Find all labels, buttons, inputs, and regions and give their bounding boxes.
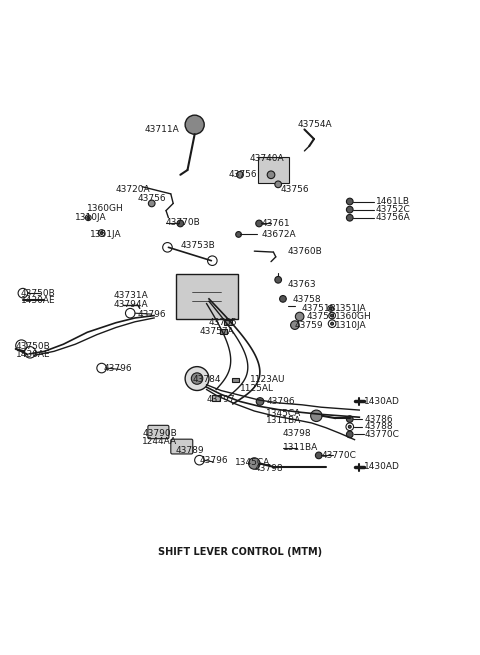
Circle shape	[280, 295, 286, 302]
Circle shape	[87, 216, 90, 219]
Text: 1360GH: 1360GH	[336, 312, 372, 321]
Bar	[225, 320, 232, 325]
Circle shape	[290, 321, 299, 329]
Circle shape	[347, 214, 353, 221]
Text: 43798: 43798	[283, 429, 312, 438]
Text: 43770C: 43770C	[364, 430, 399, 439]
Circle shape	[348, 425, 351, 428]
Text: 43794A: 43794A	[114, 300, 148, 309]
Text: 1345CA: 1345CA	[266, 409, 301, 418]
Circle shape	[295, 312, 304, 321]
Circle shape	[315, 452, 322, 458]
Bar	[258, 157, 289, 183]
Text: 1310JA: 1310JA	[75, 214, 107, 222]
Bar	[212, 395, 220, 401]
Text: 43786: 43786	[364, 415, 393, 424]
Text: 43798: 43798	[254, 464, 283, 473]
Circle shape	[192, 373, 203, 384]
Text: 43796: 43796	[137, 310, 166, 318]
Text: 1125AL: 1125AL	[240, 384, 274, 393]
Text: 1430AD: 1430AD	[364, 462, 400, 472]
Bar	[232, 378, 239, 383]
Text: 43756: 43756	[228, 170, 257, 179]
Text: 43770B: 43770B	[166, 218, 201, 227]
Text: 43770C: 43770C	[321, 451, 356, 460]
Text: 43751B: 43751B	[302, 304, 337, 313]
Text: 1311BA: 1311BA	[283, 443, 318, 452]
Circle shape	[177, 220, 184, 227]
FancyBboxPatch shape	[148, 425, 169, 439]
Circle shape	[329, 307, 332, 310]
Text: 43756: 43756	[281, 185, 309, 194]
Text: 43758: 43758	[292, 295, 321, 305]
Text: 1311BA: 1311BA	[266, 416, 301, 425]
Text: 43711A: 43711A	[144, 125, 180, 134]
Text: SHIFT LEVER CONTROL (MTM): SHIFT LEVER CONTROL (MTM)	[158, 546, 322, 557]
Circle shape	[236, 232, 241, 237]
Text: 1430AE: 1430AE	[21, 296, 55, 305]
Text: 43760B: 43760B	[288, 247, 323, 255]
Circle shape	[256, 398, 264, 405]
Circle shape	[347, 431, 353, 438]
Circle shape	[267, 171, 275, 179]
Text: 1123AU: 1123AU	[250, 375, 285, 384]
Bar	[176, 274, 238, 319]
Circle shape	[311, 410, 322, 422]
Text: 43755: 43755	[209, 318, 238, 328]
Text: 1351JA: 1351JA	[336, 304, 367, 313]
Text: 43756: 43756	[137, 194, 166, 203]
Circle shape	[237, 172, 243, 178]
Circle shape	[331, 322, 334, 325]
Text: 1430AE: 1430AE	[16, 350, 50, 359]
Text: 1351JA: 1351JA	[90, 230, 121, 239]
Circle shape	[100, 232, 103, 234]
Text: 43757A: 43757A	[199, 327, 234, 336]
Text: 43750B: 43750B	[16, 342, 50, 351]
Text: 43788: 43788	[364, 422, 393, 431]
Text: 43763: 43763	[288, 280, 316, 289]
Text: 43750B: 43750B	[21, 289, 55, 297]
Text: 43796: 43796	[104, 364, 132, 373]
Text: 43797: 43797	[206, 394, 235, 403]
Text: 43672A: 43672A	[262, 230, 296, 239]
Text: 43759: 43759	[295, 320, 324, 329]
Text: 43784: 43784	[192, 375, 221, 384]
Text: 43752C: 43752C	[376, 205, 411, 214]
Text: 43796: 43796	[199, 456, 228, 464]
Text: 1310JA: 1310JA	[336, 320, 367, 329]
FancyBboxPatch shape	[171, 439, 193, 454]
Text: 1345CA: 1345CA	[235, 458, 270, 466]
Text: 1430AD: 1430AD	[364, 397, 400, 406]
Circle shape	[249, 458, 260, 469]
Text: 43720A: 43720A	[116, 185, 151, 194]
Text: 43754A: 43754A	[297, 120, 332, 129]
Text: 43789: 43789	[176, 446, 204, 455]
Circle shape	[275, 276, 281, 283]
Text: 43790B: 43790B	[142, 429, 177, 438]
Text: 43759: 43759	[307, 312, 336, 321]
Text: 1244AA: 1244AA	[142, 437, 177, 445]
Circle shape	[256, 220, 263, 227]
Text: 43731A: 43731A	[114, 291, 148, 300]
Text: 43796: 43796	[266, 397, 295, 406]
Circle shape	[185, 367, 209, 390]
Circle shape	[347, 206, 353, 213]
Circle shape	[331, 314, 334, 317]
Text: 43756A: 43756A	[376, 214, 411, 222]
Circle shape	[347, 198, 353, 205]
Text: 1360GH: 1360GH	[87, 204, 124, 213]
Text: 43761: 43761	[262, 219, 290, 228]
Text: 1461LB: 1461LB	[376, 197, 410, 206]
Circle shape	[347, 416, 353, 422]
Circle shape	[148, 200, 155, 207]
Text: 43753B: 43753B	[180, 241, 215, 250]
Circle shape	[185, 115, 204, 134]
Bar	[220, 329, 227, 333]
Text: 43740A: 43740A	[250, 153, 284, 162]
Circle shape	[275, 181, 281, 188]
